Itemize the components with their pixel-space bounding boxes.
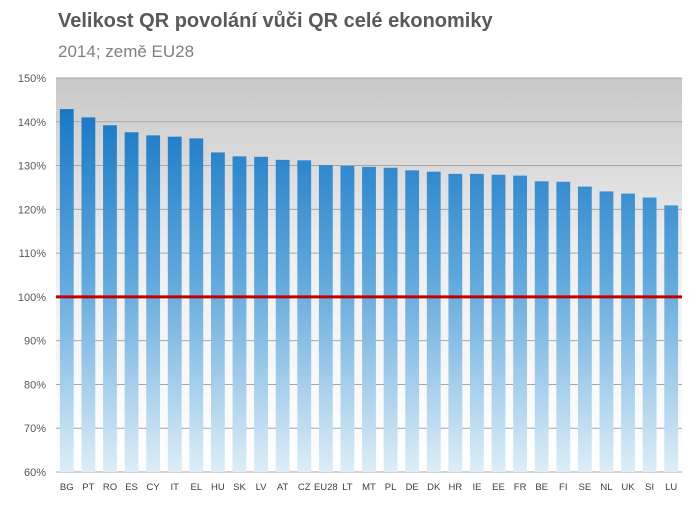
x-axis: BG PT RO ES CY IT EL HU SK LV AT CZ EU28 LT MT PL DE DK HR… bbox=[60, 482, 677, 493]
bar-bg bbox=[59, 109, 74, 473]
bar-hu bbox=[210, 152, 225, 472]
y-tick-label: 100% bbox=[18, 292, 46, 304]
bar-sk bbox=[232, 156, 247, 472]
bar-fr bbox=[513, 175, 528, 472]
x-tick-label: UK bbox=[621, 482, 635, 493]
bar-cy bbox=[146, 135, 161, 473]
bar-se bbox=[577, 186, 592, 472]
y-tick-label: 120% bbox=[18, 204, 46, 216]
y-tick-label: 60% bbox=[24, 467, 46, 479]
x-tick-label: DE bbox=[406, 482, 419, 493]
x-tick-label: BE bbox=[535, 482, 548, 493]
bar-cz bbox=[297, 160, 312, 472]
bar-el bbox=[189, 138, 204, 472]
y-axis: 60% 70% 80% 90% 100% 110% 120% 130% 140% 150% bbox=[18, 73, 46, 479]
bar-pl bbox=[383, 167, 398, 472]
y-tick-label: 90% bbox=[24, 336, 46, 348]
bar-es bbox=[124, 132, 139, 473]
x-tick-label: LU bbox=[665, 482, 677, 493]
x-tick-label: DK bbox=[427, 482, 441, 493]
y-tick-label: 150% bbox=[18, 73, 46, 85]
y-tick-label: 80% bbox=[24, 379, 46, 391]
x-tick-label: FI bbox=[559, 482, 567, 493]
bar-dk bbox=[426, 171, 441, 472]
bar-be bbox=[534, 181, 549, 472]
x-tick-label: SE bbox=[579, 482, 592, 493]
x-tick-label: SI bbox=[645, 482, 654, 493]
x-tick-label: CY bbox=[147, 482, 161, 493]
x-tick-label: FR bbox=[514, 482, 527, 493]
bar-ro bbox=[103, 125, 117, 472]
bar-fi bbox=[556, 181, 571, 472]
x-tick-label: IT bbox=[170, 482, 179, 493]
x-tick-label: IE bbox=[472, 482, 481, 493]
bar-uk bbox=[621, 193, 635, 472]
x-tick-label: EE bbox=[492, 482, 505, 493]
bar-at bbox=[275, 159, 290, 472]
y-tick-label: 130% bbox=[18, 161, 46, 173]
x-tick-label: HR bbox=[448, 482, 462, 493]
x-tick-label: AT bbox=[277, 482, 289, 493]
bar-eu28 bbox=[318, 165, 333, 472]
x-tick-label: SK bbox=[233, 482, 246, 493]
bar-de bbox=[405, 170, 420, 473]
x-tick-label: ES bbox=[125, 482, 138, 493]
y-tick-label: 110% bbox=[19, 248, 47, 260]
chart-title: Velikost QR povolání vůči QR celé ekonom… bbox=[58, 10, 493, 32]
x-tick-label: MT bbox=[362, 482, 376, 493]
bar-lv bbox=[254, 156, 268, 473]
bar-it bbox=[167, 136, 182, 472]
x-tick-label: RO bbox=[103, 482, 117, 493]
y-tick-label: 140% bbox=[18, 117, 46, 129]
x-tick-label: PL bbox=[385, 482, 397, 493]
x-tick-label: LV bbox=[256, 482, 268, 493]
x-tick-label: HU bbox=[211, 482, 225, 493]
bar-hr bbox=[448, 173, 463, 472]
bar-mt bbox=[362, 166, 376, 472]
bar-lt bbox=[340, 165, 355, 472]
x-tick-label: NL bbox=[600, 482, 612, 493]
chart-subtitle: 2014; země EU28 bbox=[58, 42, 195, 61]
bars bbox=[59, 109, 679, 473]
y-tick-label: 70% bbox=[24, 423, 46, 435]
bar-pt bbox=[81, 117, 96, 473]
bar-lu bbox=[664, 205, 679, 473]
x-tick-label: EU28 bbox=[314, 482, 338, 493]
bar-ee bbox=[491, 174, 506, 472]
x-tick-label: CZ bbox=[298, 482, 311, 493]
bar-nl bbox=[599, 191, 614, 472]
bar-si bbox=[642, 197, 657, 472]
x-tick-label: PT bbox=[82, 482, 94, 493]
x-tick-label: EL bbox=[190, 482, 202, 493]
x-tick-label: BG bbox=[60, 482, 74, 493]
x-tick-label: LT bbox=[342, 482, 353, 493]
bar-ie bbox=[470, 173, 484, 472]
